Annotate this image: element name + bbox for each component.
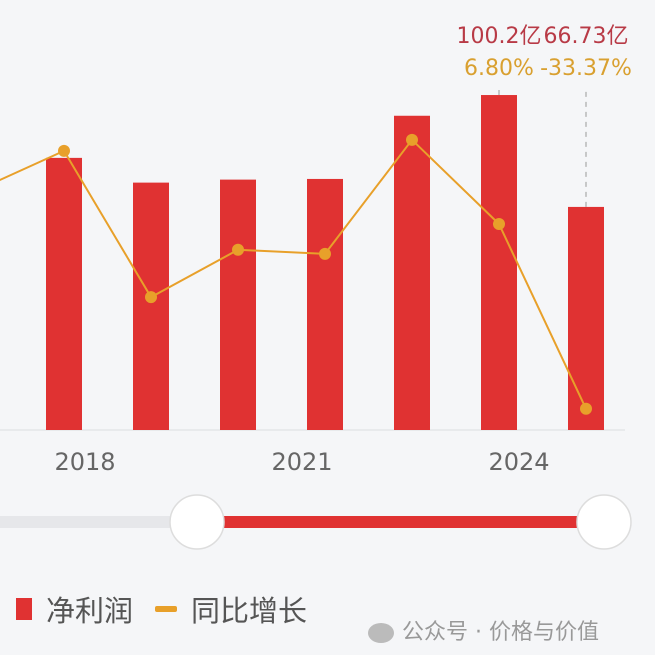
legend-label: 同比增长 <box>191 594 308 628</box>
slider-end-handle[interactable] <box>576 494 632 550</box>
value-label: 100.2亿 <box>456 24 542 49</box>
annotation-2023: 100.2亿 6.80% <box>439 18 559 81</box>
line-swatch-icon <box>155 606 177 612</box>
growth-point-2023 <box>493 218 505 230</box>
growth-label: 6.80% <box>464 56 534 81</box>
bar-2018 <box>46 157 82 430</box>
bar-2021 <box>307 178 343 430</box>
x-tick-label: 2024 <box>488 448 549 476</box>
bar-2023 <box>481 95 517 430</box>
watermark: 公众号 · 价格与价值 <box>368 614 599 646</box>
growth-point-2024 <box>580 402 592 415</box>
x-tick-label: 2018 <box>54 448 115 476</box>
growth-line <box>0 138 587 410</box>
legend-net-profit[interactable]: 净利润 <box>16 588 133 630</box>
bar-2019 <box>133 182 169 430</box>
legend-growth[interactable]: 同比增长 <box>155 588 307 630</box>
legend-label: 净利润 <box>46 594 134 628</box>
growth-point-2022 <box>406 133 418 146</box>
bar-2022 <box>394 115 430 431</box>
growth-point-2021 <box>319 247 331 260</box>
growth-point-2019 <box>145 291 157 304</box>
bar-2020 <box>220 179 256 430</box>
bar-swatch-icon <box>16 598 32 620</box>
growth-point-2018 <box>58 144 70 157</box>
bar-2024 <box>568 206 604 430</box>
value-label: 66.73亿 <box>543 24 629 49</box>
wechat-icon <box>368 623 394 643</box>
slider-track <box>0 516 197 528</box>
slider-selected-range <box>197 516 604 528</box>
growth-point-2020 <box>232 243 244 256</box>
annotation-2024: 66.73亿 -33.37% <box>526 18 646 81</box>
growth-label: -33.37% <box>540 56 632 81</box>
slider-start-handle[interactable] <box>169 494 225 550</box>
x-tick-label: 2021 <box>271 448 332 476</box>
